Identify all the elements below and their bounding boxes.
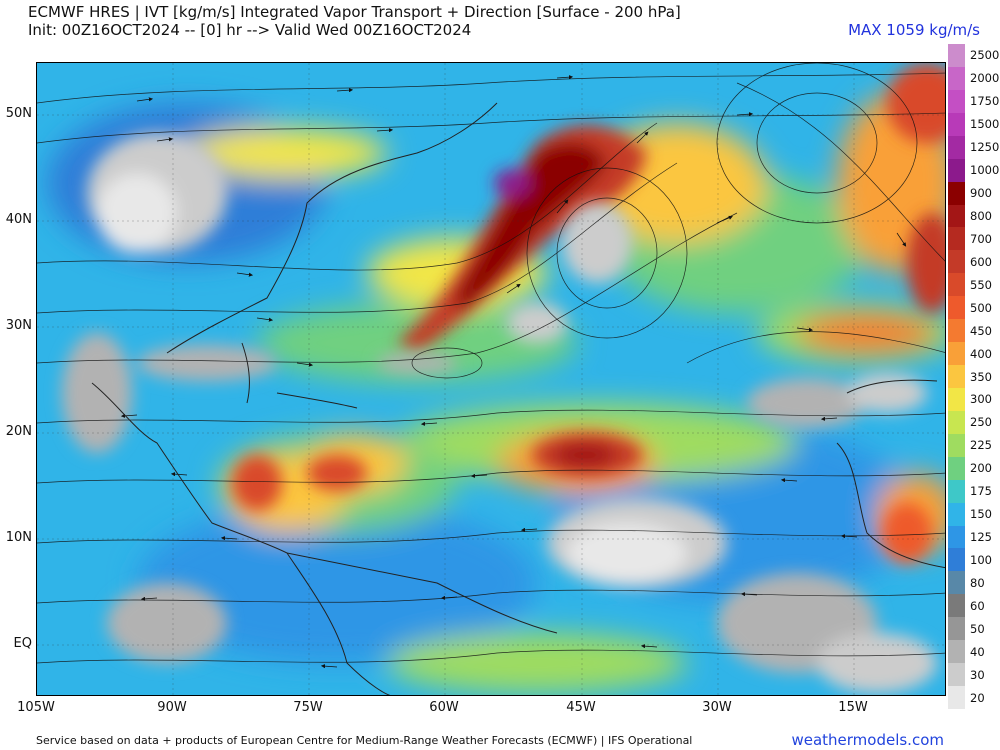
colorbar-segment [948,686,965,710]
colorbar-label: 450 [970,323,992,338]
lat-label-20n: 20N [5,424,32,439]
colorbar-label: 125 [970,530,992,545]
colorbar-label: 2500 [970,48,1000,63]
chart-subtitle: Init: 00Z16OCT2024 -- [0] hr --> Valid W… [28,21,472,39]
colorbar-label: 400 [970,346,992,361]
colorbar-segment [948,571,965,595]
colorbar-segment [948,135,965,160]
colorbar-segment [948,548,965,572]
colorbar-segment [948,158,965,183]
colorbar-segment [948,594,965,618]
ivt-field [37,63,945,695]
lat-label-eq: EQ [13,636,32,651]
colorbar-segment [948,250,965,274]
colorbar-label: 1750 [970,94,1000,109]
colorbar-label: 20 [970,690,985,705]
lat-label-10n: 10N [5,530,32,545]
colorbar-segment [948,342,965,366]
colorbar-label: 175 [970,484,992,499]
colorbar-label: 300 [970,392,992,407]
colorbar-label: 700 [970,231,992,246]
colorbar-label: 50 [970,621,985,636]
lon-label-90w: 90W [157,700,187,715]
ivt-map [36,62,946,696]
colorbar-label: 500 [970,300,992,315]
lon-label-15w: 15W [838,700,868,715]
colorbar-label: 1250 [970,140,1000,155]
colorbar-label: 80 [970,575,985,590]
colorbar-label: 1500 [970,117,1000,132]
colorbar-segment [948,617,965,641]
colorbar [948,44,965,710]
colorbar-segment [948,365,965,389]
lon-label-60w: 60W [429,700,459,715]
colorbar-label: 100 [970,552,992,567]
colorbar-segment [948,227,965,251]
lon-label-45w: 45W [566,700,596,715]
lat-label-30n: 30N [5,318,32,333]
colorbar-segment [948,410,965,435]
colorbar-label: 60 [970,598,985,613]
data-credit: Service based on data + products of Euro… [36,734,693,747]
colorbar-segment [948,319,965,343]
lat-label-40n: 40N [5,212,32,227]
colorbar-label: 550 [970,277,992,292]
brand-link[interactable]: weathermodels.com [791,731,944,749]
colorbar-segment [948,273,965,297]
colorbar-label: 200 [970,461,992,476]
colorbar-segment [948,296,965,320]
colorbar-segment [948,640,965,664]
colorbar-segment [948,112,965,137]
colorbar-label: 2000 [970,71,1000,86]
chart-title: ECMWF HRES | IVT [kg/m/s] Integrated Vap… [28,3,681,21]
colorbar-label: 350 [970,369,992,384]
colorbar-segment [948,181,965,205]
colorbar-label: 40 [970,644,985,659]
colorbar-segment [948,89,965,114]
lat-label-50n: 50N [5,106,32,121]
lon-label-30w: 30W [702,700,732,715]
colorbar-label: 1000 [970,163,1000,178]
colorbar-label: 900 [970,186,992,201]
colorbar-segment [948,456,965,481]
colorbar-label: 30 [970,667,985,682]
max-value-label: MAX 1059 kg/m/s [848,21,980,39]
colorbar-segment [948,525,965,549]
colorbar-label: 225 [970,438,992,453]
colorbar-label: 250 [970,415,992,430]
colorbar-segment [948,502,965,527]
colorbar-segment [948,204,965,228]
colorbar-label: 150 [970,507,992,522]
lon-label-75w: 75W [293,700,323,715]
lon-label-105w: 105W [17,700,55,715]
colorbar-label: 800 [970,208,992,223]
colorbar-segment [948,44,965,68]
colorbar-segment [948,479,965,504]
colorbar-label: 600 [970,254,992,269]
colorbar-segment [948,66,965,91]
colorbar-segment [948,663,965,687]
colorbar-segment [948,433,965,458]
colorbar-segment [948,387,965,412]
